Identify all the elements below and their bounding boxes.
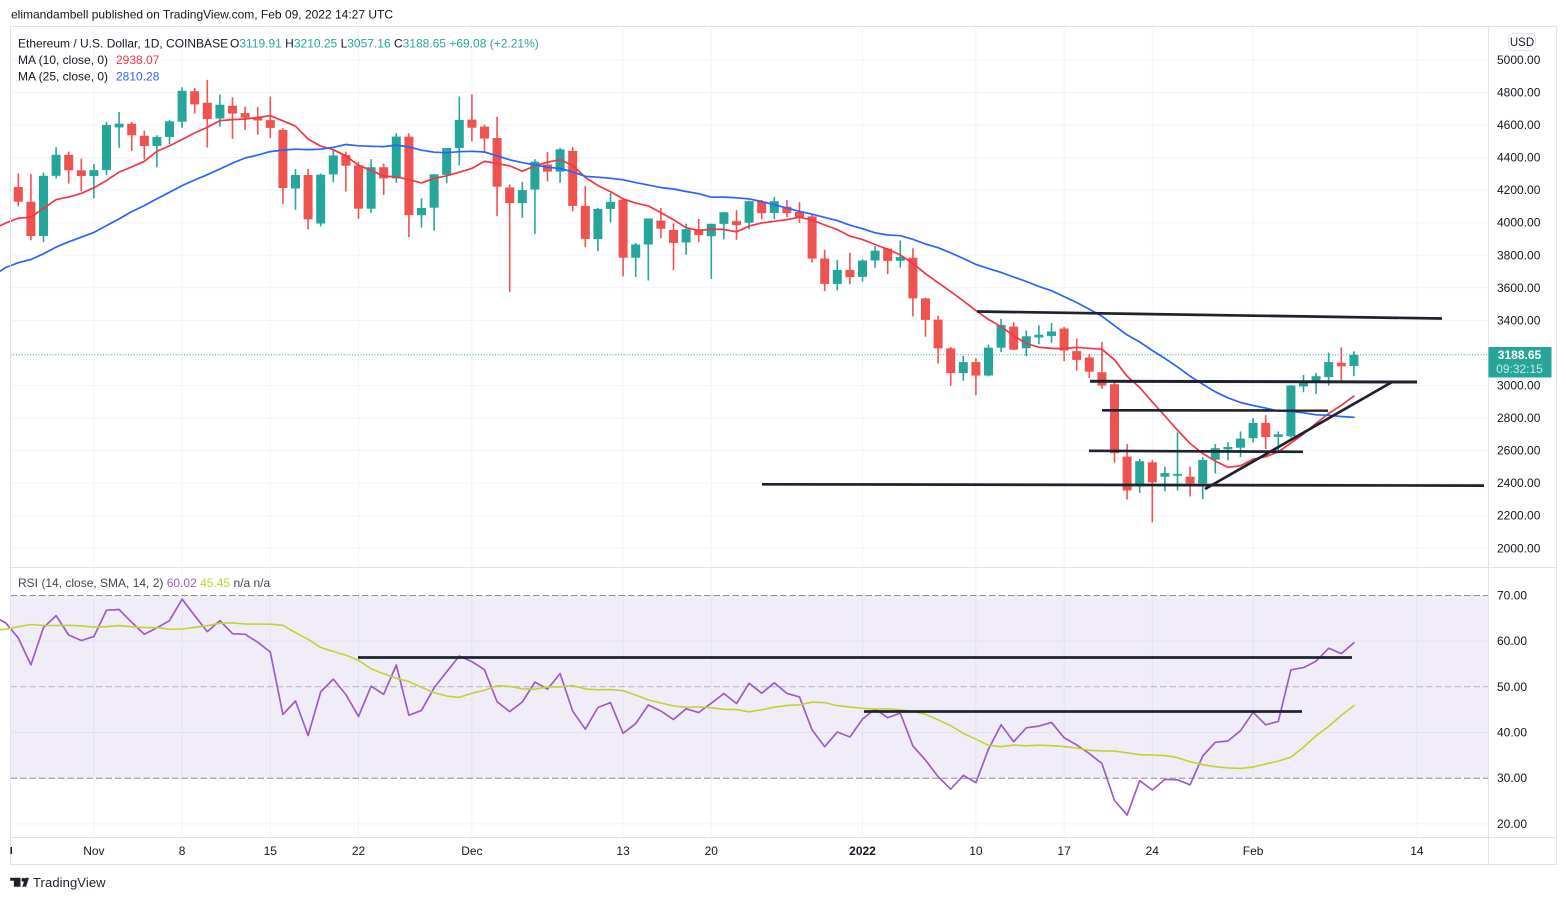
svg-text:8: 8	[179, 844, 186, 858]
svg-text:elimandambell published on Tra: elimandambell published on TradingView.c…	[11, 8, 393, 22]
svg-text:50.00: 50.00	[1497, 680, 1527, 694]
svg-text:TradingView: TradingView	[33, 875, 106, 890]
svg-text:USD: USD	[1510, 37, 1534, 49]
svg-text:O3119.91 H3210.25 L3057.16 C31: O3119.91 H3210.25 L3057.16 C3188.65 +69.…	[230, 37, 539, 51]
svg-text:MA (10, close, 0): MA (10, close, 0)	[18, 53, 108, 67]
svg-text:4200.00: 4200.00	[1497, 183, 1541, 197]
svg-text:15: 15	[264, 844, 278, 858]
svg-text:2938.07: 2938.07	[116, 53, 160, 67]
svg-text:2800.00: 2800.00	[1497, 411, 1541, 425]
svg-text:2810.28: 2810.28	[116, 70, 160, 84]
svg-text:09:32:15: 09:32:15	[1496, 362, 1543, 376]
svg-text:22: 22	[352, 844, 366, 858]
svg-text:4400.00: 4400.00	[1497, 151, 1541, 165]
svg-text:4000.00: 4000.00	[1497, 216, 1541, 230]
svg-text:3800.00: 3800.00	[1497, 248, 1541, 262]
svg-text:20: 20	[705, 844, 719, 858]
svg-text:Ethereum / U.S. Dollar, 1D, CO: Ethereum / U.S. Dollar, 1D, COINBASE	[18, 37, 228, 51]
svg-text:3600.00: 3600.00	[1497, 281, 1541, 295]
svg-text:4600.00: 4600.00	[1497, 118, 1541, 132]
svg-text:13: 13	[616, 844, 630, 858]
svg-text:20.00: 20.00	[1497, 817, 1527, 831]
svg-text:3000.00: 3000.00	[1497, 379, 1541, 393]
svg-text:4800.00: 4800.00	[1497, 86, 1541, 100]
svg-text:Nov: Nov	[83, 844, 104, 858]
svg-text:Dec: Dec	[461, 844, 482, 858]
svg-text:RSI (14, close, SMA, 14, 2) 60: RSI (14, close, SMA, 14, 2) 60.02 45.45 …	[18, 576, 270, 590]
svg-text:2400.00: 2400.00	[1497, 476, 1541, 490]
svg-text:2022: 2022	[849, 844, 876, 858]
svg-text:10: 10	[969, 844, 983, 858]
svg-text:17: 17	[1057, 844, 1071, 858]
svg-text:2000.00: 2000.00	[1497, 541, 1541, 555]
svg-text:14: 14	[1410, 844, 1424, 858]
svg-text:24: 24	[1146, 844, 1160, 858]
svg-text:Feb: Feb	[1243, 844, 1264, 858]
svg-text:MA (25, close, 0): MA (25, close, 0)	[18, 70, 108, 84]
svg-text:30.00: 30.00	[1497, 771, 1527, 785]
svg-text:70.00: 70.00	[1497, 589, 1527, 603]
svg-text:2600.00: 2600.00	[1497, 444, 1541, 458]
svg-text:5000.00: 5000.00	[1497, 53, 1541, 67]
svg-text:3188.65: 3188.65	[1498, 348, 1542, 362]
svg-text:60.00: 60.00	[1497, 634, 1527, 648]
svg-text:2200.00: 2200.00	[1497, 509, 1541, 523]
svg-text:3400.00: 3400.00	[1497, 313, 1541, 327]
svg-text:40.00: 40.00	[1497, 726, 1527, 740]
